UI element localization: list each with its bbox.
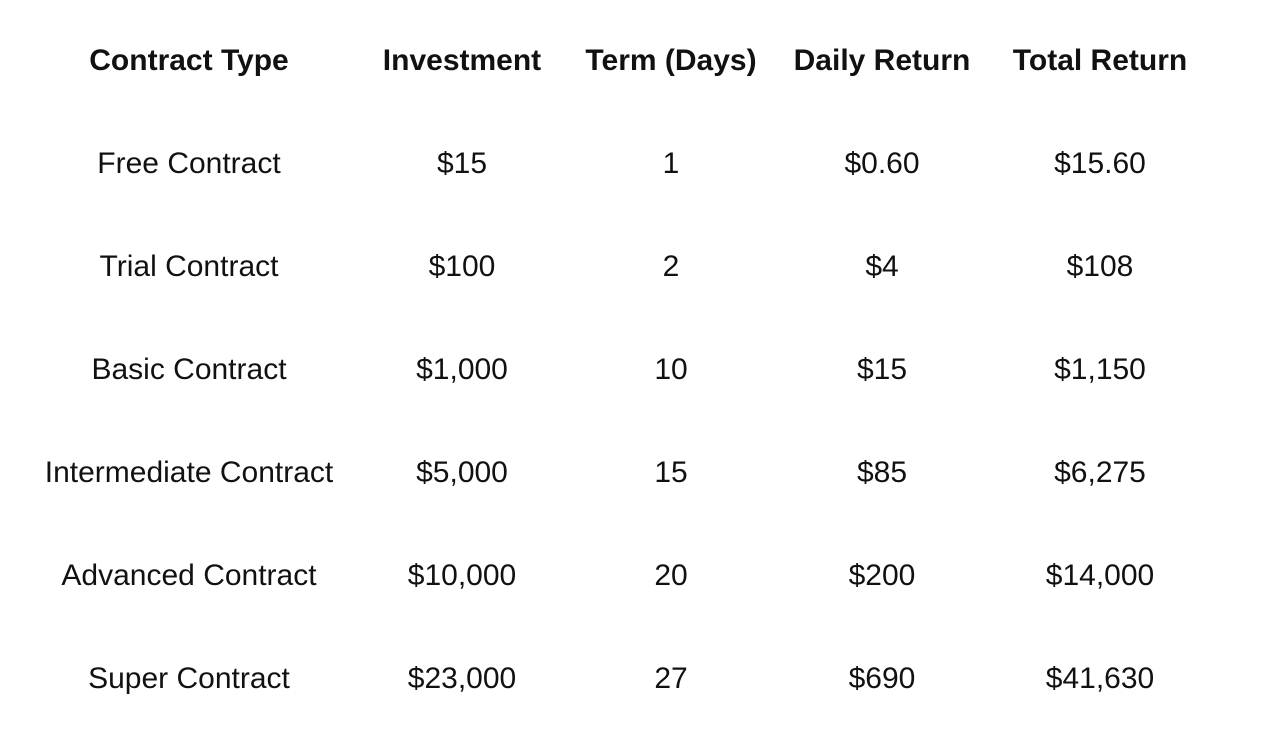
cell-contract-type: Basic Contract (91, 353, 287, 387)
table-header-row: Contract Type Investment Term (Days) Dai… (30, 10, 1202, 113)
table-row: Free Contract $15 1 $0.60 $15.60 (30, 113, 1202, 216)
cell-daily-return: $85 (856, 456, 908, 490)
cell-total-return: $1,150 (1054, 353, 1146, 387)
table-row: Trial Contract $100 2 $4 $108 (30, 216, 1202, 319)
column-header-investment: Investment (382, 44, 542, 78)
cell-term-days: 15 (654, 456, 688, 490)
cell-investment: $5,000 (416, 456, 508, 490)
cell-term-days: 10 (654, 353, 688, 387)
cell-total-return: $6,275 (1054, 456, 1146, 490)
cell-contract-type: Super Contract (88, 662, 290, 696)
cell-daily-return: $200 (848, 559, 916, 593)
table-row: Super Contract $23,000 27 $690 $41,630 (30, 628, 1202, 731)
cell-term-days: 1 (662, 147, 680, 181)
cell-investment: $100 (428, 250, 496, 284)
table-row: Intermediate Contract $5,000 15 $85 $6,2… (30, 422, 1202, 525)
column-header-term-days: Term (Days) (585, 44, 757, 78)
cell-investment: $1,000 (416, 353, 508, 387)
table-row: Advanced Contract $10,000 20 $200 $14,00… (30, 525, 1202, 628)
cell-contract-type: Trial Contract (99, 250, 279, 284)
cell-total-return: $108 (1066, 250, 1134, 284)
cell-term-days: 27 (654, 662, 688, 696)
cell-contract-type: Free Contract (97, 147, 281, 181)
cell-daily-return: $0.60 (844, 147, 920, 181)
contracts-table-container: Contract Type Investment Term (Days) Dai… (30, 10, 1202, 731)
contracts-table: Contract Type Investment Term (Days) Dai… (30, 10, 1202, 731)
cell-contract-type: Advanced Contract (61, 559, 317, 593)
column-header-contract-type: Contract Type (89, 44, 289, 78)
column-header-total-return: Total Return (1012, 44, 1188, 78)
cell-daily-return: $690 (848, 662, 916, 696)
table-row: Basic Contract $1,000 10 $15 $1,150 (30, 319, 1202, 422)
cell-daily-return: $15 (856, 353, 908, 387)
cell-investment: $23,000 (407, 662, 517, 696)
cell-total-return: $41,630 (1045, 662, 1155, 696)
cell-daily-return: $4 (865, 250, 899, 284)
cell-investment: $15 (436, 147, 488, 181)
cell-contract-type: Intermediate Contract (44, 456, 334, 490)
cell-term-days: 2 (662, 250, 680, 284)
cell-term-days: 20 (654, 559, 688, 593)
cell-total-return: $15.60 (1054, 147, 1146, 181)
cell-investment: $10,000 (407, 559, 517, 593)
column-header-daily-return: Daily Return (793, 44, 971, 78)
cell-total-return: $14,000 (1045, 559, 1155, 593)
